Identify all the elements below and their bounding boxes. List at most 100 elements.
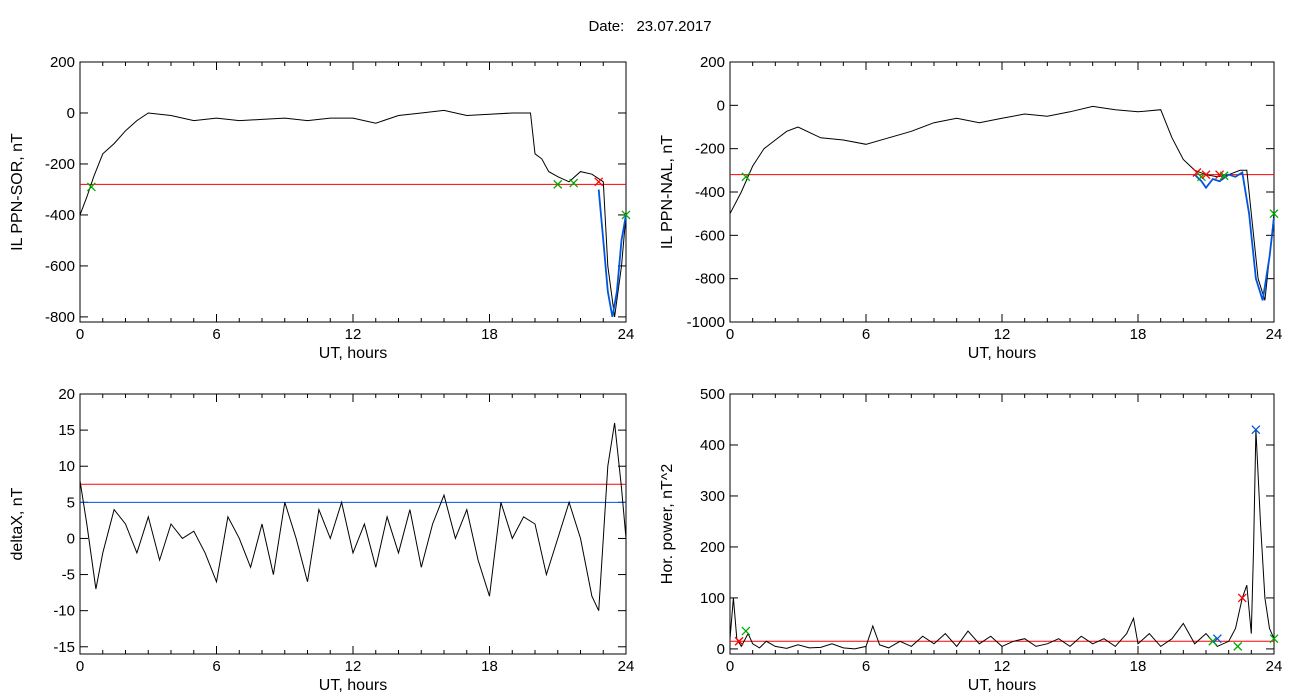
y-tick-label: 100 <box>700 590 725 607</box>
x-marker-stroke <box>1233 641 1243 651</box>
x-tick-label: 12 <box>994 658 1011 675</box>
date-value: 23.07.2017 <box>636 18 712 35</box>
plot-frame <box>729 61 1275 323</box>
y-tick-label: -200 <box>45 156 75 173</box>
chart-panel-top-left: 0 6 12 18 24 200 0 -200 -400 -600 -800 UT, hours IL … <box>9 54 634 362</box>
x-marker-stroke <box>1251 425 1261 435</box>
x-axis-label: UT, hours <box>319 345 387 362</box>
x-marker-stroke <box>741 626 751 636</box>
x-tick-label: 0 <box>76 326 84 343</box>
x-tick-label: 18 <box>1130 658 1147 675</box>
y-tick-label: -200 <box>695 141 725 158</box>
x-tick-label: 24 <box>618 658 635 675</box>
plot-frame <box>79 393 627 655</box>
chart-panel-top-right: 0 6 12 18 24 200 0 -200 -400 -600 -800 -1000 UT, hou… <box>659 54 1282 362</box>
x-marker-stroke <box>1192 168 1202 177</box>
series-line <box>729 429 1275 650</box>
x-tick-label: 12 <box>345 658 362 675</box>
x-marker-stroke <box>1215 170 1225 180</box>
x-marker-stroke <box>1212 634 1222 644</box>
y-tick-label: -1000 <box>687 314 725 331</box>
x-axis-label: UT, hours <box>968 677 1036 694</box>
x-marker <box>1212 634 1222 644</box>
plot-frame <box>79 61 627 323</box>
x-marker-stroke <box>1208 636 1218 646</box>
x-marker-stroke <box>621 210 631 220</box>
y-tick-label: 15 <box>58 422 75 439</box>
y-tick-label: -400 <box>695 184 725 201</box>
series-line <box>597 189 627 318</box>
x-marker-stroke <box>734 636 744 646</box>
x-axis-label: UT, hours <box>968 345 1036 362</box>
y-tick-label: 0 <box>717 641 725 658</box>
y-tick-label: 0 <box>67 530 75 547</box>
x-marker <box>741 626 751 636</box>
y-tick-label: -600 <box>45 258 75 275</box>
y-tick-label: -800 <box>695 271 725 288</box>
y-tick-label: -800 <box>45 309 75 326</box>
x-marker <box>1233 641 1243 651</box>
x-tick-label: 24 <box>1266 326 1283 343</box>
x-tick-label: 0 <box>726 658 734 675</box>
chart-panel-bottom-left: 0 6 12 18 24 20 15 10 5 0 -5 -10 -15 UT, hours deltaX,… <box>9 386 634 694</box>
x-marker-stroke <box>1269 634 1279 644</box>
y-tick-label: 300 <box>700 488 725 505</box>
x-tick-label: 0 <box>76 658 84 675</box>
y-tick-label: 0 <box>67 105 75 122</box>
x-tick-label: 18 <box>1130 326 1147 343</box>
figure-title: Date: 23.07.2017 <box>0 18 1300 35</box>
y-tick-label: 0 <box>717 97 725 114</box>
x-marker <box>1197 172 1206 182</box>
x-tick-label: 0 <box>726 326 734 343</box>
x-marker <box>1201 170 1211 180</box>
x-tick-label: 6 <box>212 658 220 675</box>
x-tick-label: 24 <box>618 326 635 343</box>
y-tick-label: -600 <box>695 227 725 244</box>
x-marker <box>553 179 563 189</box>
y-tick-label: 400 <box>700 437 725 454</box>
x-tick-label: 6 <box>212 326 220 343</box>
y-tick-label: 200 <box>50 54 75 71</box>
chart-panel-bottom-right: 0 6 12 18 24 500 400 300 200 100 0 UT, hours Hor. po… <box>659 386 1282 694</box>
plot-frame <box>729 393 1275 655</box>
y-axis-label: Hor. power, nT^2 <box>659 464 676 585</box>
x-marker <box>569 178 579 188</box>
series-line <box>1194 171 1275 301</box>
x-marker-stroke <box>1219 171 1229 181</box>
series-line <box>79 422 627 611</box>
x-marker <box>621 210 631 220</box>
x-marker-stroke <box>741 172 751 182</box>
y-axis-label: IL PPN-SOR, nT <box>9 133 26 251</box>
date-label: Date: <box>588 18 625 35</box>
x-tick-label: 18 <box>481 326 498 343</box>
x-axis-label: UT, hours <box>319 677 387 694</box>
y-tick-label: -15 <box>53 639 75 656</box>
x-marker <box>1208 636 1218 646</box>
x-marker-stroke <box>86 182 96 192</box>
y-tick-label: 5 <box>67 494 75 511</box>
x-marker <box>741 172 751 182</box>
x-tick-label: 12 <box>345 326 362 343</box>
x-marker <box>86 182 96 192</box>
y-tick-label: -400 <box>45 207 75 224</box>
x-tick-label: 6 <box>862 326 870 343</box>
y-tick-label: 200 <box>700 54 725 71</box>
x-tick-label: 18 <box>481 658 498 675</box>
series-line <box>79 109 627 317</box>
y-axis-label: IL PPN-NAL, nT <box>659 135 676 249</box>
x-marker <box>1237 593 1247 603</box>
x-marker <box>594 177 604 187</box>
x-marker-stroke <box>594 177 604 187</box>
y-tick-label: -5 <box>62 567 75 584</box>
y-axis-label: deltaX, nT <box>9 487 26 560</box>
x-marker <box>1219 171 1229 181</box>
x-marker <box>1269 634 1279 644</box>
y-tick-label: 500 <box>700 386 725 403</box>
x-tick-label: 12 <box>994 326 1011 343</box>
x-marker <box>1269 209 1279 219</box>
y-tick-label: 20 <box>58 386 75 403</box>
x-marker-stroke <box>1197 172 1206 182</box>
series-line <box>729 105 1275 301</box>
x-tick-label: 24 <box>1266 658 1283 675</box>
x-marker-stroke <box>1237 593 1247 603</box>
